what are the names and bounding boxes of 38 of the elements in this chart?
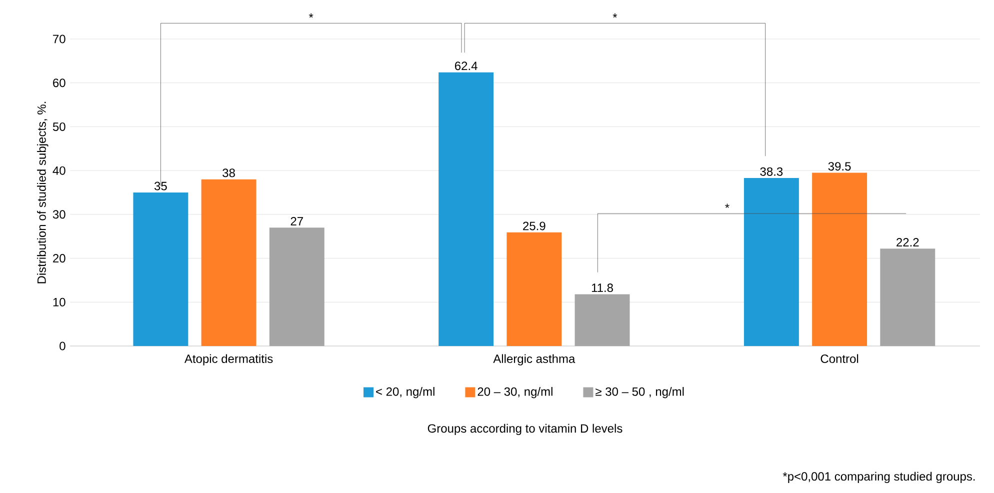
bar — [574, 294, 630, 346]
bar — [133, 192, 188, 346]
data-label: 62.4 — [455, 62, 478, 70]
data-label: 22.2 — [896, 238, 919, 246]
data-label: 11.8 — [592, 284, 613, 292]
legend-label: < 20, ng/ml — [376, 387, 434, 398]
text: * — [612, 13, 618, 18]
data-label: 25.9 — [523, 222, 546, 230]
x-tick-label: Allergic asthma — [493, 354, 576, 366]
y-axis-title: Distribution of studied subjects, %. — [37, 102, 48, 284]
bar — [812, 172, 868, 346]
bar — [269, 228, 324, 346]
data-label: 39.5 — [828, 162, 851, 171]
legend-label: ≥ 30 – 50 , ng/ml — [596, 387, 684, 398]
y-tick-label: 50 — [52, 122, 66, 131]
legend-label: 20 – 30, ng/ml — [478, 387, 552, 398]
bar — [201, 179, 256, 346]
y-tick-label: 30 — [52, 210, 66, 219]
data-label: 38 — [222, 168, 235, 178]
data-label: 38.3 — [760, 167, 783, 176]
y-tick-label: 20 — [53, 254, 66, 263]
data-label: 27 — [290, 217, 303, 226]
bar — [744, 178, 799, 346]
text: * — [308, 13, 314, 18]
x-axis-title: Groups according to vitamin D levels — [428, 424, 622, 436]
y-tick-label: 70 — [53, 34, 66, 44]
y-tick-label: 10 — [53, 298, 66, 306]
y-tick-label: 60 — [53, 78, 66, 88]
data-label: 35 — [154, 182, 167, 190]
x-tick-label: Atopic dermatitis — [184, 354, 273, 366]
y-tick-label: 0 — [60, 342, 66, 350]
text: *p<0,001 comparing studied groups. — [782, 472, 975, 484]
y-tick-label: 40 — [52, 166, 66, 175]
annotation: * — [725, 204, 730, 208]
bar — [506, 232, 562, 346]
bar — [880, 248, 936, 346]
x-tick-label: Control — [820, 354, 858, 364]
bar — [438, 72, 494, 346]
